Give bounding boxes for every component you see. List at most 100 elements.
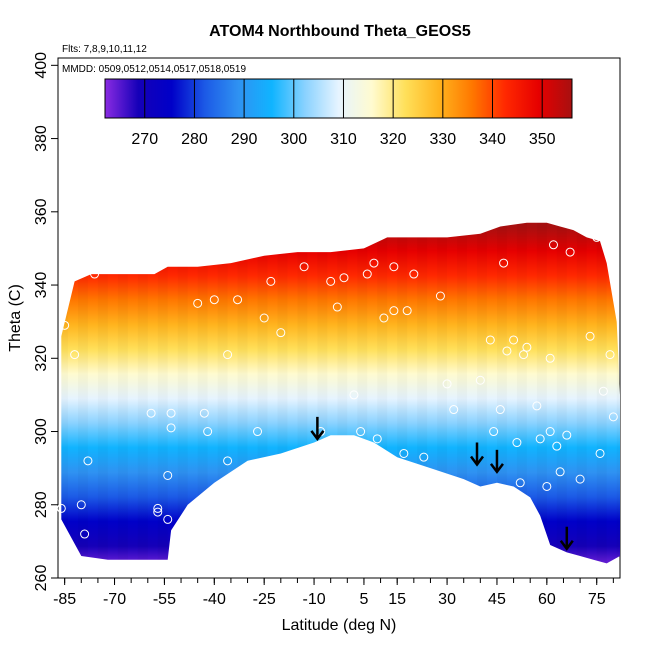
x-tick-label: 60 xyxy=(538,591,556,608)
x-tick-label: 15 xyxy=(388,591,406,608)
y-tick-label: 280 xyxy=(33,491,50,518)
observation-point xyxy=(70,350,80,360)
observation-point xyxy=(223,456,233,466)
field-band xyxy=(357,58,367,578)
field-band xyxy=(118,58,128,578)
x-tick-label: -40 xyxy=(203,591,226,608)
observation-point xyxy=(389,306,399,316)
dates-subtitle: MMDD: 0509,0512,0514,0517,0518,0519 xyxy=(62,64,246,75)
observation-point xyxy=(515,478,525,488)
y-tick-label: 320 xyxy=(33,345,50,372)
observation-point xyxy=(166,408,176,418)
observation-point xyxy=(409,269,419,279)
observation-point xyxy=(349,390,359,400)
observation-point xyxy=(565,247,575,257)
observation-point xyxy=(146,408,156,418)
observation-point xyxy=(548,240,558,250)
observation-point xyxy=(509,335,519,345)
observation-point xyxy=(163,470,173,480)
observation-point xyxy=(545,353,555,363)
observation-point xyxy=(585,331,595,341)
colorbar-tick-label: 320 xyxy=(380,131,407,148)
x-tick-label: 45 xyxy=(488,591,506,608)
colorbar-tick-label: 330 xyxy=(429,131,456,148)
observation-point xyxy=(339,273,349,283)
observation-point xyxy=(153,507,163,517)
observation-point xyxy=(332,302,342,312)
y-tick-label: 300 xyxy=(33,418,50,445)
observation-point xyxy=(80,529,90,539)
x-tick-label: 75 xyxy=(588,591,606,608)
plot-frame xyxy=(57,57,621,579)
observation-point xyxy=(233,295,243,305)
field-band xyxy=(517,58,527,578)
colorbar-tick-label: 310 xyxy=(330,131,357,148)
observation-point xyxy=(209,295,219,305)
y-axis: 260 280 300 320 340 360 380 400 xyxy=(33,52,58,591)
observation-point xyxy=(608,412,618,422)
field-band xyxy=(417,58,427,578)
observation-point xyxy=(193,298,203,308)
colorbar-tick-label: 300 xyxy=(280,131,307,148)
x-tick-label: -25 xyxy=(253,591,276,608)
observation-point xyxy=(259,313,269,323)
observation-point xyxy=(369,258,379,268)
field-band xyxy=(577,58,587,578)
field-band xyxy=(58,58,68,578)
observation-point xyxy=(545,427,555,437)
observation-point xyxy=(552,441,562,451)
observation-point xyxy=(442,379,452,389)
observation-point xyxy=(512,438,522,448)
y-axis-label: Theta (C) xyxy=(7,284,24,352)
observation-point xyxy=(362,269,372,279)
x-tick-label: -55 xyxy=(153,591,176,608)
observation-point xyxy=(575,474,585,484)
field-band xyxy=(597,58,607,578)
colorbar-tick-label: 280 xyxy=(181,131,208,148)
observation-point xyxy=(76,500,86,510)
observation-point xyxy=(562,430,572,440)
x-axis-label: Latitude (deg N) xyxy=(282,617,397,634)
observation-point xyxy=(60,320,70,330)
field-band xyxy=(98,58,108,578)
observation-point xyxy=(495,405,505,415)
observation-point xyxy=(532,401,542,411)
observation-point xyxy=(56,503,66,513)
observation-point xyxy=(595,448,605,458)
colorbar-tick-label: 350 xyxy=(529,131,556,148)
observation-point xyxy=(402,306,412,316)
y-tick-label: 340 xyxy=(33,272,50,299)
observation-point xyxy=(419,452,429,462)
field-band xyxy=(258,58,268,578)
observation-point xyxy=(356,427,366,437)
colorbar-ticks: 270 280 290 300 310 320 330 340 350 xyxy=(131,79,556,148)
observation-point xyxy=(499,258,509,268)
observation-point xyxy=(489,427,499,437)
observation-point xyxy=(475,375,485,385)
observation-point xyxy=(399,448,409,458)
observation-point xyxy=(379,313,389,323)
chart-title: ATOM4 Northbound Theta_GEOS5 xyxy=(209,23,471,40)
x-axis: -85 -70 -55 -40 -25 -10 5 15 30 45 60 75 xyxy=(53,578,614,608)
observation-point xyxy=(90,269,100,279)
observation-point xyxy=(299,262,309,272)
x-tick-label: -85 xyxy=(53,591,76,608)
observation-point xyxy=(372,434,382,444)
y-tick-label: 360 xyxy=(33,198,50,225)
field-band xyxy=(617,58,627,578)
observation-points xyxy=(56,232,618,539)
field-band xyxy=(317,58,327,578)
observation-point xyxy=(592,232,602,242)
observation-point xyxy=(519,350,529,360)
field-band xyxy=(557,58,567,578)
observation-point xyxy=(542,481,552,491)
y-tick-label: 400 xyxy=(33,52,50,79)
colorbar-tick-label: 290 xyxy=(231,131,258,148)
observation-point xyxy=(253,427,263,437)
observation-point xyxy=(83,456,93,466)
field-band xyxy=(78,58,88,578)
arrow-marker xyxy=(559,526,574,551)
colorbar-tick-label: 340 xyxy=(479,131,506,148)
ascent-arrows xyxy=(310,416,574,551)
